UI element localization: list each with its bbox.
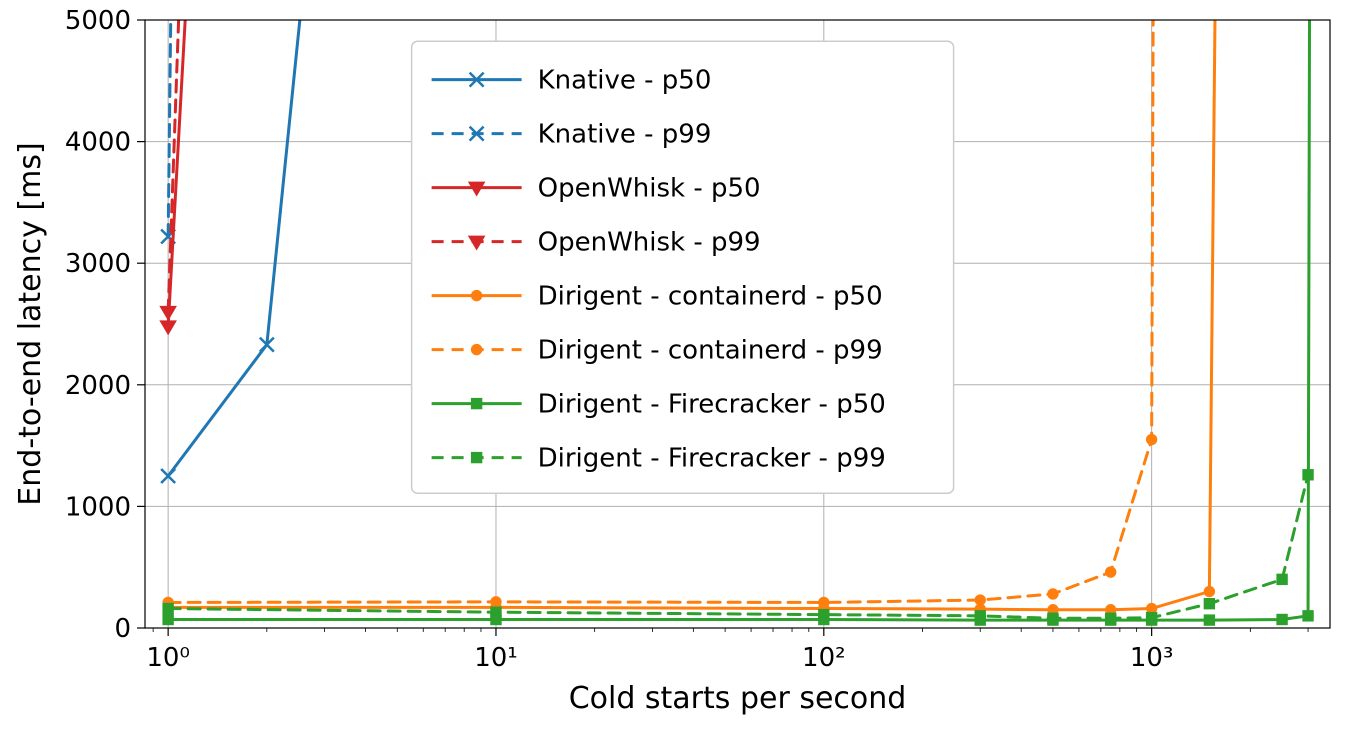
legend-item-label: Dirigent - Firecracker - p50 [538,390,886,420]
y-tick-label: 5000 [65,6,131,36]
chart-svg: 10⁰ 10¹ 10² 10³ 0 1000 2000 3000 4000 5000 Cold st… [0,0,1350,736]
y-tick-label: 3000 [65,249,131,279]
legend-item-label: Dirigent - containerd - p99 [538,336,883,366]
y-tick-label: 2000 [65,371,131,401]
y-tick-label: 1000 [65,492,131,522]
x-tick-label: 10³ [1130,643,1174,673]
x-tick-label: 10¹ [474,643,518,673]
chart-root: 10⁰ 10¹ 10² 10³ 0 1000 2000 3000 4000 5000 Cold st… [0,0,1350,736]
legend: Knative - p50 Knative - p99 OpenWhisk - p5… [412,41,954,493]
legend-frame [412,41,954,493]
x-tick-label: 10⁰ [146,643,190,673]
legend-item-label: OpenWhisk - p99 [538,228,761,258]
x-tick-label: 10² [802,643,846,673]
y-tick-label: 0 [114,614,131,644]
y-axis-label: End-to-end latency [ms] [13,142,48,505]
legend-item-label: OpenWhisk - p50 [538,174,761,204]
legend-item-label: Knative - p50 [538,66,712,96]
legend-item-label: Dirigent - Firecracker - p99 [538,444,886,474]
y-tick-label: 4000 [65,128,131,158]
x-axis-label: Cold starts per second [569,681,907,716]
legend-item-label: Dirigent - containerd - p50 [538,282,883,312]
legend-item-label: Knative - p99 [538,120,712,150]
